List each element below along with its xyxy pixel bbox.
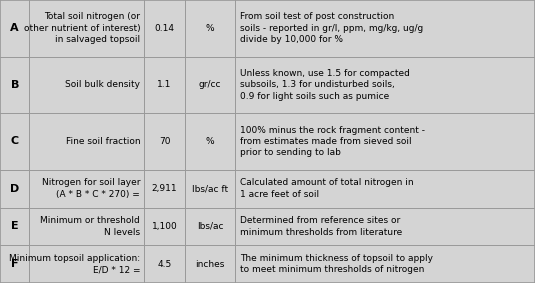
- Text: Minimum topsoil application:
E/D * 12 =: Minimum topsoil application: E/D * 12 =: [9, 254, 140, 274]
- Bar: [144, 207, 185, 245]
- Bar: [185, 170, 235, 207]
- Text: Minimum or threshold
N levels: Minimum or threshold N levels: [41, 216, 140, 237]
- Bar: [185, 245, 235, 283]
- Text: B: B: [11, 80, 19, 90]
- Text: C: C: [11, 136, 19, 147]
- Text: F: F: [11, 259, 19, 269]
- Text: E: E: [11, 221, 19, 231]
- Bar: [144, 245, 185, 283]
- Text: %: %: [205, 137, 215, 146]
- Bar: [185, 207, 235, 245]
- Bar: [144, 170, 185, 207]
- Bar: [144, 57, 185, 113]
- Bar: [29, 57, 144, 113]
- Bar: [29, 245, 144, 283]
- Text: lbs/ac ft: lbs/ac ft: [192, 184, 228, 193]
- Text: Soil bulk density: Soil bulk density: [65, 80, 140, 89]
- Bar: [235, 170, 535, 207]
- Text: 100% minus the rock fragment content -
from estimates made from sieved soil
prio: 100% minus the rock fragment content - f…: [240, 126, 425, 157]
- Text: 2,911: 2,911: [152, 184, 177, 193]
- Text: Determined from reference sites or
minimum thresholds from literature: Determined from reference sites or minim…: [240, 216, 402, 237]
- Text: 1.1: 1.1: [157, 80, 172, 89]
- Text: %: %: [205, 24, 215, 33]
- Text: 0.14: 0.14: [155, 24, 174, 33]
- Bar: [235, 0, 535, 57]
- Text: Nitrogen for soil layer
(A * B * C * 270) =: Nitrogen for soil layer (A * B * C * 270…: [42, 179, 140, 199]
- Text: 70: 70: [159, 137, 170, 146]
- Text: Fine soil fraction: Fine soil fraction: [66, 137, 140, 146]
- Bar: [29, 113, 144, 170]
- Bar: [185, 113, 235, 170]
- Bar: [0, 245, 29, 283]
- Bar: [29, 207, 144, 245]
- Text: Total soil nitrogen (or
other nutrient of interest)
in salvaged topsoil: Total soil nitrogen (or other nutrient o…: [24, 12, 140, 44]
- Bar: [29, 170, 144, 207]
- Bar: [144, 113, 185, 170]
- Bar: [29, 0, 144, 57]
- Text: Unless known, use 1.5 for compacted
subsoils, 1.3 for undisturbed soils,
0.9 for: Unless known, use 1.5 for compacted subs…: [240, 69, 410, 101]
- Text: Calculated amount of total nitrogen in
1 acre feet of soil: Calculated amount of total nitrogen in 1…: [240, 179, 414, 199]
- Text: 1,100: 1,100: [151, 222, 178, 231]
- Bar: [235, 57, 535, 113]
- Bar: [235, 113, 535, 170]
- Bar: [185, 57, 235, 113]
- Text: A: A: [10, 23, 19, 33]
- Bar: [144, 0, 185, 57]
- Text: The minimum thickness of topsoil to apply
to meet minimum thresholds of nitrogen: The minimum thickness of topsoil to appl…: [240, 254, 433, 274]
- Text: 4.5: 4.5: [157, 260, 172, 269]
- Bar: [0, 0, 29, 57]
- Bar: [0, 207, 29, 245]
- Text: D: D: [10, 184, 19, 194]
- Text: inches: inches: [195, 260, 225, 269]
- Text: From soil test of post construction
soils - reported in gr/l, ppm, mg/kg, ug/g
d: From soil test of post construction soil…: [240, 12, 423, 44]
- Bar: [235, 245, 535, 283]
- Text: gr/cc: gr/cc: [198, 80, 221, 89]
- Bar: [0, 113, 29, 170]
- Bar: [0, 170, 29, 207]
- Bar: [0, 57, 29, 113]
- Bar: [235, 207, 535, 245]
- Text: lbs/ac: lbs/ac: [197, 222, 223, 231]
- Bar: [185, 0, 235, 57]
